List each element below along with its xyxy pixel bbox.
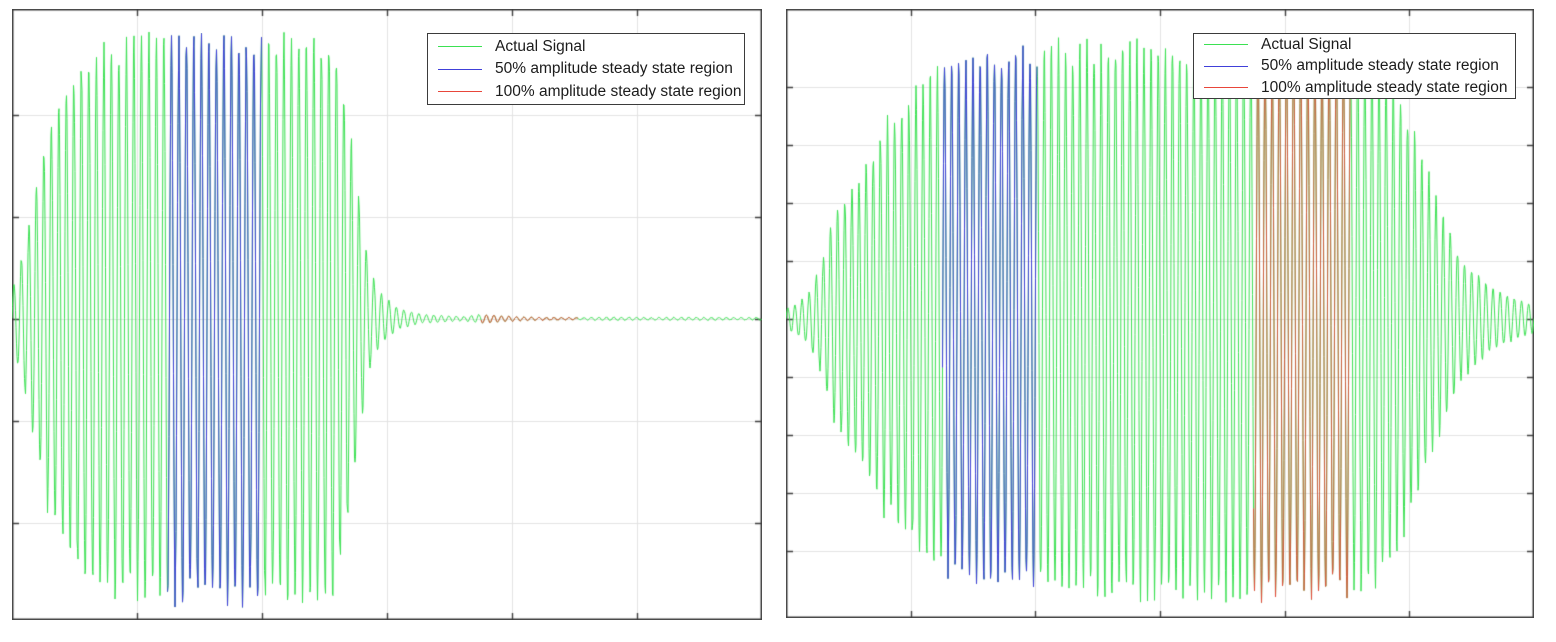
legend-entry-50pct-region: 50% amplitude steady state region bbox=[428, 59, 744, 80]
legend-line-green bbox=[1204, 44, 1248, 46]
right-plot-canvas bbox=[786, 9, 1534, 618]
legend-line-green bbox=[438, 45, 482, 47]
right-waveform-plot: Actual Signal 50% amplitude steady state… bbox=[786, 9, 1534, 618]
legend-line-blue bbox=[1204, 65, 1248, 67]
legend-label-actual-signal: Actual Signal bbox=[1261, 36, 1352, 53]
legend-entry-100pct-region: 100% amplitude steady state region bbox=[1194, 77, 1515, 98]
legend-label-100pct-region: 100% amplitude steady state region bbox=[1261, 78, 1508, 96]
legend-label-100pct-region: 100% amplitude steady state region bbox=[495, 83, 742, 100]
legend-line-red bbox=[1204, 86, 1248, 88]
right-plot-legend: Actual Signal 50% amplitude steady state… bbox=[1193, 33, 1516, 99]
legend-entry-actual-signal: Actual Signal bbox=[428, 36, 744, 57]
legend-label-actual-signal: Actual Signal bbox=[495, 37, 586, 55]
legend-line-blue bbox=[438, 68, 482, 70]
legend-entry-actual-signal: Actual Signal bbox=[1194, 34, 1515, 55]
legend-label-50pct-region: 50% amplitude steady state region bbox=[495, 60, 733, 78]
legend-line-red bbox=[438, 91, 482, 93]
legend-label-50pct-region: 50% amplitude steady state region bbox=[1261, 57, 1499, 75]
legend-entry-100pct-region: 100% amplitude steady state region bbox=[428, 81, 744, 102]
left-waveform-plot: Actual Signal 50% amplitude steady state… bbox=[12, 9, 762, 620]
left-plot-canvas bbox=[12, 9, 762, 620]
left-plot-legend: Actual Signal 50% amplitude steady state… bbox=[427, 33, 745, 105]
legend-entry-50pct-region: 50% amplitude steady state region bbox=[1194, 56, 1515, 77]
